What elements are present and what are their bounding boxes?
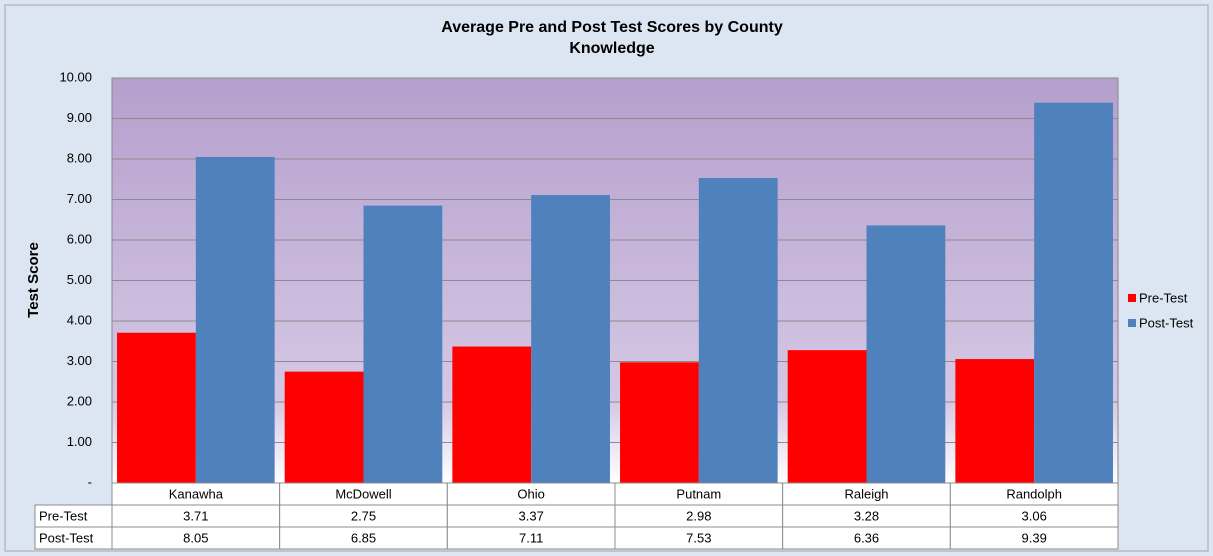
y-axis-title: Test Score <box>25 242 42 318</box>
x-tick-label: Putnam <box>676 486 721 501</box>
y-tick-label: 4.00 <box>67 312 92 327</box>
bar <box>284 371 364 483</box>
table-value: 3.28 <box>854 508 879 523</box>
table-value: 3.06 <box>1022 508 1047 523</box>
table-value: 6.85 <box>351 530 376 545</box>
table-value: 2.98 <box>686 508 711 523</box>
bar <box>866 225 946 484</box>
y-tick-label: 8.00 <box>67 150 92 165</box>
chart-border <box>4 4 1209 552</box>
bar <box>787 350 867 483</box>
x-tick-label: Randolph <box>1006 486 1062 501</box>
table-value: 2.75 <box>351 508 376 523</box>
x-tick-label: McDowell <box>335 486 391 501</box>
y-tick-label: 5.00 <box>67 272 92 287</box>
y-tick-label: 10.00 <box>59 69 92 84</box>
bar <box>363 205 443 483</box>
bar <box>531 195 610 484</box>
x-tick-label: Raleigh <box>844 486 888 501</box>
bar <box>117 332 196 483</box>
table-value: 9.39 <box>1022 530 1047 545</box>
table-value: 6.36 <box>854 530 879 545</box>
table-value: 3.71 <box>183 508 208 523</box>
y-tick-label: - <box>88 474 92 489</box>
chart-subtitle: Knowledge <box>569 40 654 57</box>
y-tick-label: 1.00 <box>67 434 92 449</box>
table-value: 7.53 <box>686 530 711 545</box>
table-value: 8.05 <box>183 530 208 545</box>
table-cell <box>949 526 1119 550</box>
bar <box>620 362 699 483</box>
table-row-header: Pre-Test <box>39 508 88 523</box>
bar <box>955 359 1035 483</box>
legend-swatch <box>1128 294 1136 302</box>
legend-swatch <box>1128 319 1136 327</box>
y-tick-label: 9.00 <box>67 110 92 125</box>
y-tick-label: 6.00 <box>67 231 92 246</box>
table-value: 3.37 <box>519 508 544 523</box>
bar <box>195 156 275 483</box>
chart-title: Average Pre and Post Test Scores by Coun… <box>441 19 783 36</box>
legend-label: Pre-Test <box>1139 290 1188 305</box>
bar <box>452 346 532 483</box>
table-value: 7.11 <box>519 530 543 545</box>
x-tick-label: Ohio <box>517 486 544 501</box>
x-tick-label: Kanawha <box>169 486 224 501</box>
table-row-header: Post-Test <box>39 530 94 545</box>
y-tick-label: 7.00 <box>67 191 92 206</box>
bar <box>1034 102 1113 483</box>
y-tick-label: 3.00 <box>67 353 92 368</box>
bar <box>698 178 778 483</box>
y-tick-label: 2.00 <box>67 393 92 408</box>
legend-label: Post-Test <box>1139 315 1194 330</box>
